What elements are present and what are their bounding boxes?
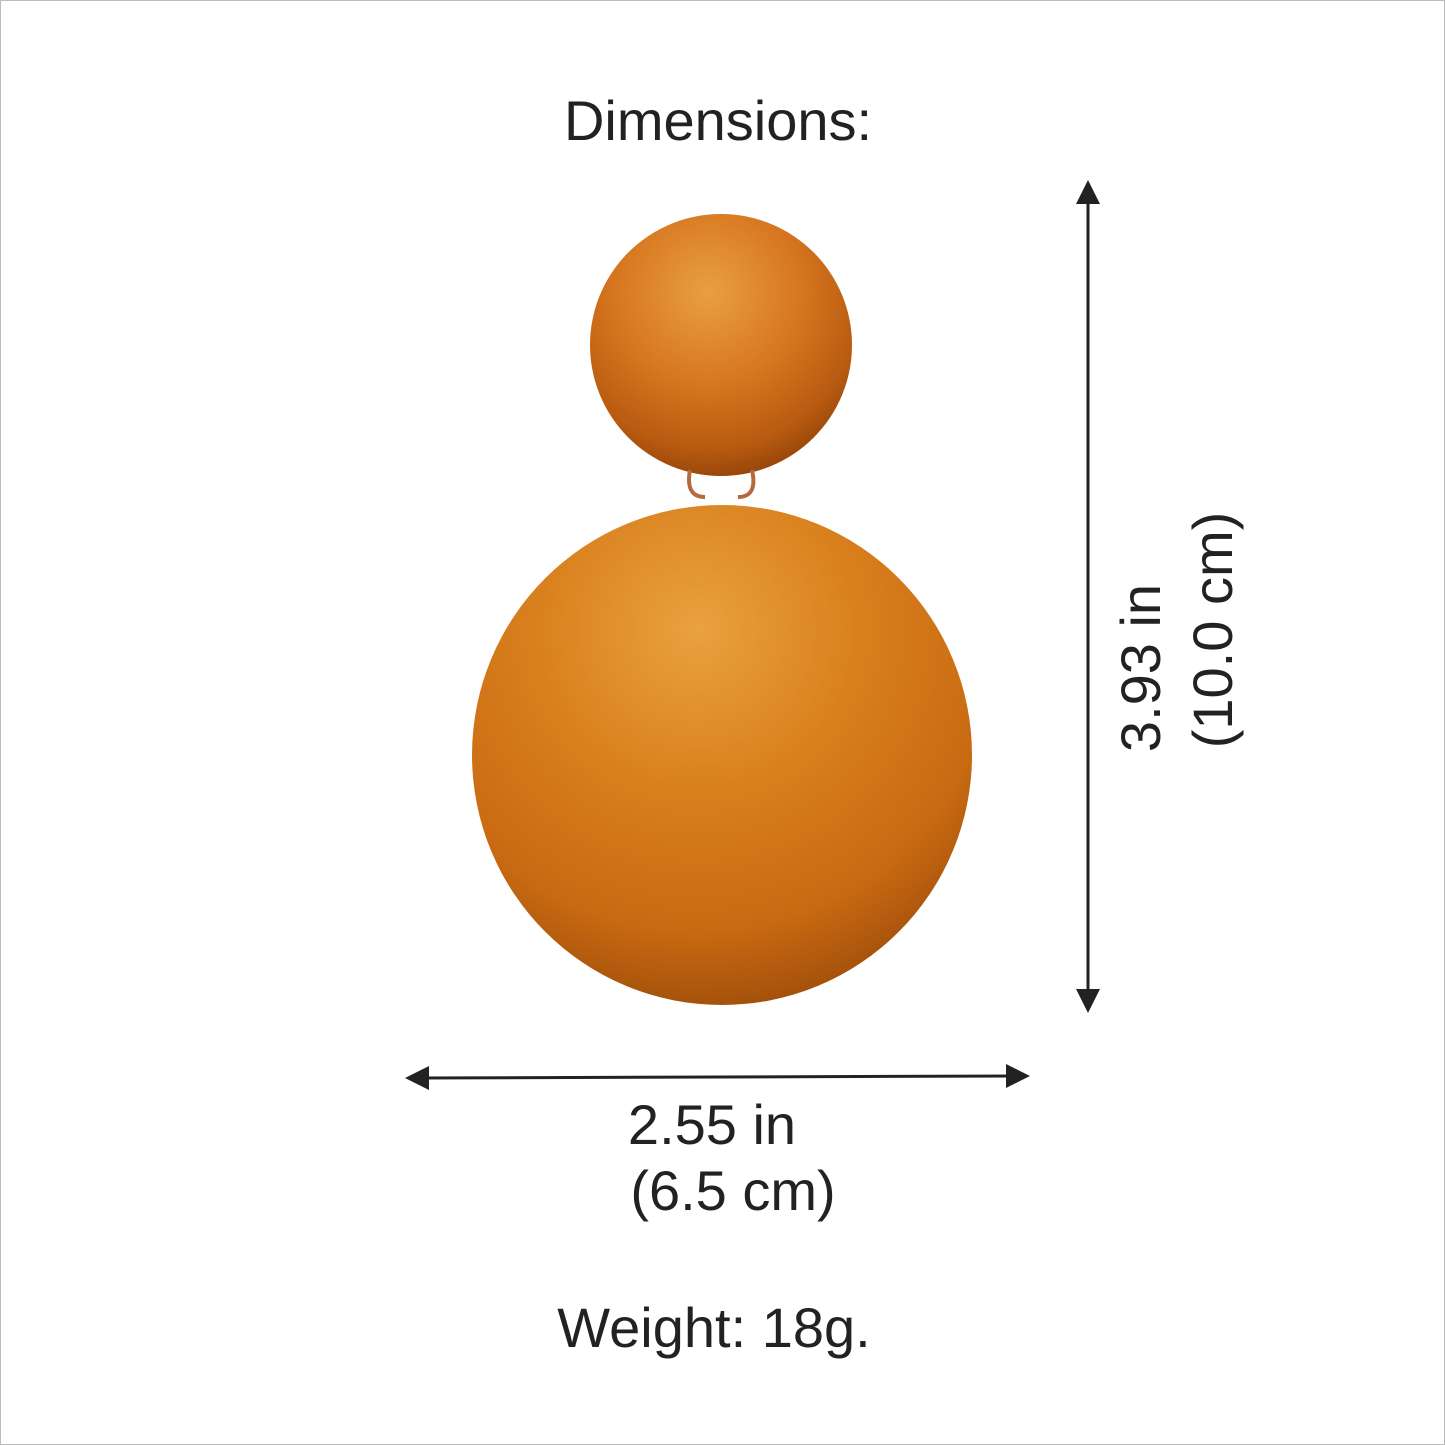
ring	[687, 469, 756, 499]
earring	[472, 214, 972, 1005]
width-inches: 2.55 in	[628, 1093, 796, 1156]
width-cm: (6.5 cm)	[630, 1159, 835, 1222]
height-cm: (10.0 cm)	[1181, 512, 1244, 749]
bottom-sphere	[472, 505, 972, 1005]
width-arrow	[405, 1064, 1030, 1090]
height-arrow	[1076, 180, 1100, 1013]
title: Dimensions:	[564, 89, 872, 152]
height-inches: 3.93 in	[1109, 584, 1172, 752]
weight: Weight: 18g.	[557, 1296, 870, 1359]
top-sphere	[590, 214, 852, 476]
